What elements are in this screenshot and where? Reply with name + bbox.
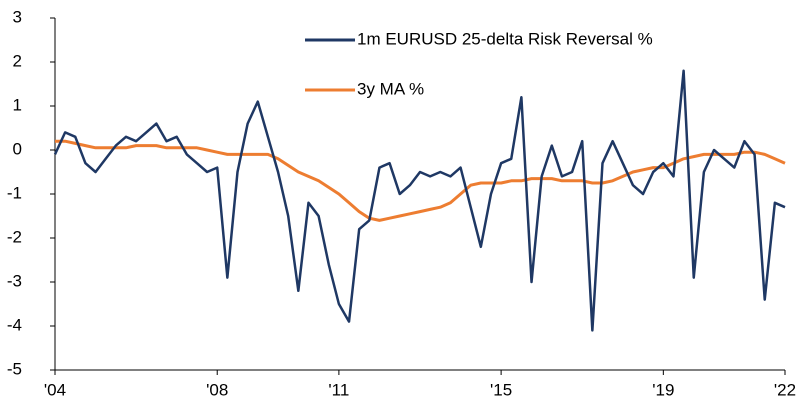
y-tick-label: 1: [13, 95, 22, 114]
y-tick-label: 2: [13, 51, 22, 70]
x-tick-label: '04: [44, 380, 66, 399]
y-tick-label: -4: [7, 315, 22, 334]
x-tick-label: '19: [652, 380, 674, 399]
series-line: [55, 139, 786, 222]
y-tick-label: -3: [7, 271, 22, 290]
x-tick-label: '22: [774, 380, 796, 399]
y-tick-label: -1: [7, 183, 22, 202]
y-tick-label: 0: [13, 139, 22, 158]
y-tick-label: -5: [7, 359, 22, 378]
x-tick-label: '11: [328, 380, 349, 399]
x-tick-label: '08: [206, 380, 228, 399]
legend-label: 1m EURUSD 25-delta Risk Reversal %: [357, 29, 653, 48]
x-tick-label: '15: [490, 380, 512, 399]
legend-label: 3y MA %: [357, 79, 424, 98]
y-tick-label: 3: [13, 7, 22, 26]
series-line: [53, 69, 786, 332]
y-tick-label: -2: [7, 227, 22, 246]
